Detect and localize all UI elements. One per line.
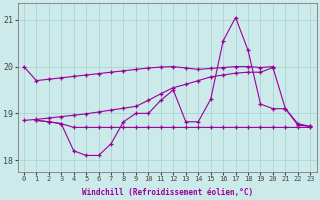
X-axis label: Windchill (Refroidissement éolien,°C): Windchill (Refroidissement éolien,°C) — [82, 188, 253, 197]
